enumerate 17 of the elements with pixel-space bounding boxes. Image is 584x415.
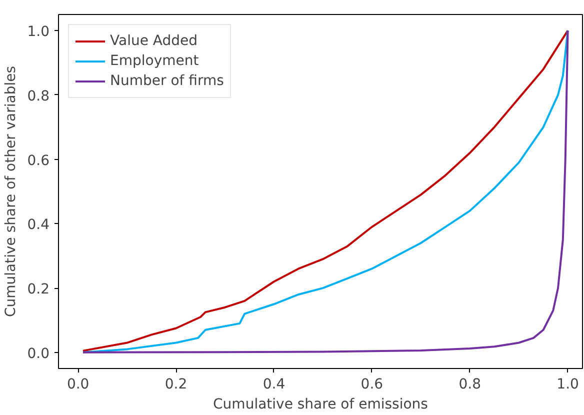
y-tick-label: 0.8 xyxy=(27,88,50,104)
x-tick-label: 1.0 xyxy=(556,376,579,392)
x-tick-label: 0.6 xyxy=(360,376,384,392)
y-tick-label: 1.0 xyxy=(27,24,50,40)
x-axis-title: Cumulative share of emissions xyxy=(213,396,428,412)
x-tick-label: 0.8 xyxy=(458,376,481,392)
y-tick-label: 0.0 xyxy=(27,346,50,362)
x-tick-label: 0.0 xyxy=(66,376,90,392)
y-tick-label: 0.6 xyxy=(27,152,50,169)
y-tick-label: 0.2 xyxy=(27,282,50,298)
legend-label: Value Added xyxy=(110,33,198,49)
x-tick-label: 0.4 xyxy=(262,376,286,392)
x-tick-label: 0.2 xyxy=(164,376,188,392)
y-axis-title: Cumulative share of other variables xyxy=(3,66,20,318)
y-tick-label: 0.4 xyxy=(27,217,50,234)
legend-label: Number of firms xyxy=(110,73,224,89)
legend-label: Employment xyxy=(110,53,199,69)
